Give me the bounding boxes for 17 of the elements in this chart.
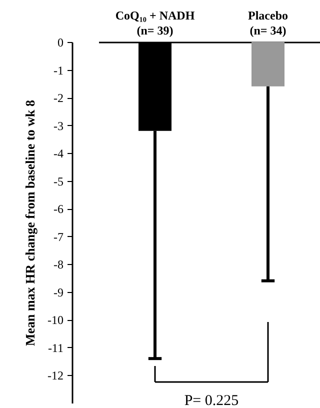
y-tick-label: -2 [54, 91, 64, 106]
y-tick-label: -9 [54, 285, 64, 300]
y-tick-label: 0 [58, 36, 64, 50]
y-axis-title: Mean max HR change from baseline to wk 8 [22, 99, 38, 346]
annotation: P= 0.225 [184, 393, 239, 408]
y-tick-label: -11 [48, 340, 64, 355]
x-tick-label: CoQ₁₀ + NADH (n= 39) [115, 8, 196, 38]
y-tick-label: -6 [54, 202, 64, 216]
y-tick-label: -4 [54, 146, 64, 161]
y-tick-label: -5 [54, 174, 64, 188]
y-tick-label: -1 [54, 63, 64, 78]
y-tick-label: -12 [48, 368, 64, 383]
y-tick-label: -8 [54, 258, 64, 272]
y-tick-label: -7 [54, 230, 64, 244]
y-tick-label: -3 [54, 118, 64, 133]
y-tick-label: -10 [48, 313, 64, 328]
x-tick-label: Placebo (n= 34) [248, 8, 288, 38]
